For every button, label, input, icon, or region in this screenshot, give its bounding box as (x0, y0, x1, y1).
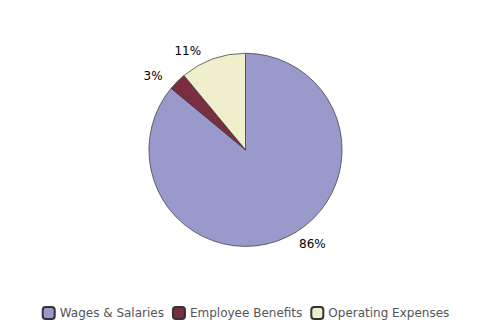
svg-text:Wages & Salaries: Wages & Salaries (60, 306, 164, 320)
svg-text:Operating Expenses: Operating Expenses (328, 306, 449, 320)
svg-text:11%: 11% (174, 44, 201, 58)
svg-text:3%: 3% (144, 69, 163, 83)
svg-text:86%: 86% (299, 237, 326, 251)
svg-text:Employee Benefits: Employee Benefits (190, 306, 302, 320)
